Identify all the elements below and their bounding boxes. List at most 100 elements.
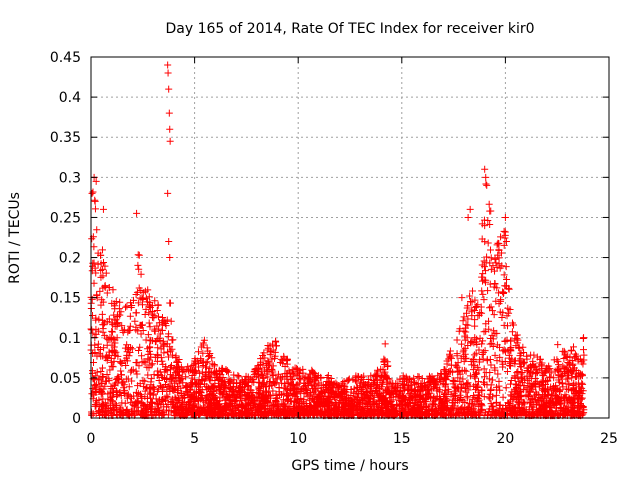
- data-point: [166, 137, 174, 145]
- data-point: [156, 330, 164, 338]
- data-point: [135, 251, 143, 259]
- data-point: [182, 373, 190, 381]
- data-point: [147, 353, 155, 361]
- data-point: [450, 402, 458, 410]
- data-point: [203, 344, 211, 352]
- data-point: [117, 359, 125, 367]
- data-point: [491, 280, 499, 288]
- data-point: [517, 349, 525, 357]
- data-point: [99, 372, 107, 380]
- data-point: [143, 401, 151, 409]
- data-point: [479, 290, 487, 298]
- data-point: [429, 400, 437, 408]
- data-point: [148, 360, 156, 368]
- data-point: [200, 336, 208, 344]
- data-point: [279, 401, 287, 409]
- data-point: [374, 390, 382, 398]
- data-point: [98, 388, 106, 396]
- data-point: [166, 382, 174, 390]
- data-point: [148, 310, 156, 318]
- data-point: [99, 364, 107, 372]
- data-point: [463, 392, 471, 400]
- data-point: [561, 351, 569, 359]
- data-point: [103, 289, 111, 297]
- data-point: [452, 391, 460, 399]
- data-point: [577, 402, 585, 410]
- data-point: [485, 325, 493, 333]
- data-point: [239, 384, 247, 392]
- data-point: [404, 386, 412, 394]
- data-point: [143, 395, 151, 403]
- data-point: [547, 369, 555, 377]
- data-point: [494, 370, 502, 378]
- data-point: [163, 367, 171, 375]
- data-point: [529, 410, 537, 418]
- data-point: [293, 364, 301, 372]
- data-point: [127, 398, 135, 406]
- data-point: [558, 379, 566, 387]
- data-point: [535, 407, 543, 415]
- data-point: [474, 301, 482, 309]
- data-point: [91, 341, 99, 349]
- data-point: [142, 305, 150, 313]
- data-point: [162, 406, 170, 414]
- data-point: [274, 370, 282, 378]
- data-point: [461, 324, 469, 332]
- data-point: [152, 395, 160, 403]
- data-point: [572, 372, 580, 380]
- data-point: [140, 358, 148, 366]
- data-point: [559, 362, 567, 370]
- data-point: [568, 374, 576, 382]
- data-point: [117, 308, 125, 316]
- data-point: [454, 359, 462, 367]
- data-point: [379, 407, 387, 415]
- data-point: [493, 383, 501, 391]
- data-point: [270, 354, 278, 362]
- data-point: [98, 411, 106, 419]
- data-point: [117, 411, 125, 419]
- data-point: [425, 393, 433, 401]
- data-point: [256, 405, 264, 413]
- data-point: [469, 405, 477, 413]
- data-point: [116, 298, 124, 306]
- data-point: [154, 301, 162, 309]
- data-point: [464, 213, 472, 221]
- data-point: [464, 342, 472, 350]
- data-point: [135, 284, 143, 292]
- data-point: [109, 286, 117, 294]
- data-point: [535, 401, 543, 409]
- data-point: [376, 385, 384, 393]
- data-point: [140, 406, 148, 414]
- data-point: [110, 335, 118, 343]
- data-point: [469, 356, 477, 364]
- data-point: [147, 389, 155, 397]
- data-point: [88, 369, 96, 377]
- data-point: [145, 356, 153, 364]
- data-point: [88, 235, 96, 243]
- data-point: [202, 396, 210, 404]
- data-point: [493, 263, 501, 271]
- data-point: [154, 313, 162, 321]
- data-point: [264, 373, 272, 381]
- data-point: [515, 378, 523, 386]
- data-point: [93, 368, 101, 376]
- data-point: [245, 376, 253, 384]
- data-point: [271, 380, 279, 388]
- data-point: [101, 332, 109, 340]
- data-point: [158, 372, 166, 380]
- data-point: [285, 408, 293, 416]
- data-point: [383, 387, 391, 395]
- y-axis-label: ROTI / TECUs: [7, 192, 23, 284]
- data-point: [147, 378, 155, 386]
- data-point: [578, 370, 586, 378]
- data-point: [116, 405, 124, 413]
- data-point: [151, 297, 159, 305]
- data-point: [92, 380, 100, 388]
- data-point: [518, 368, 526, 376]
- data-point: [194, 379, 202, 387]
- data-point: [430, 382, 438, 390]
- data-point: [561, 399, 569, 407]
- data-point: [291, 398, 299, 406]
- data-point: [569, 360, 577, 368]
- data-point: [161, 375, 169, 383]
